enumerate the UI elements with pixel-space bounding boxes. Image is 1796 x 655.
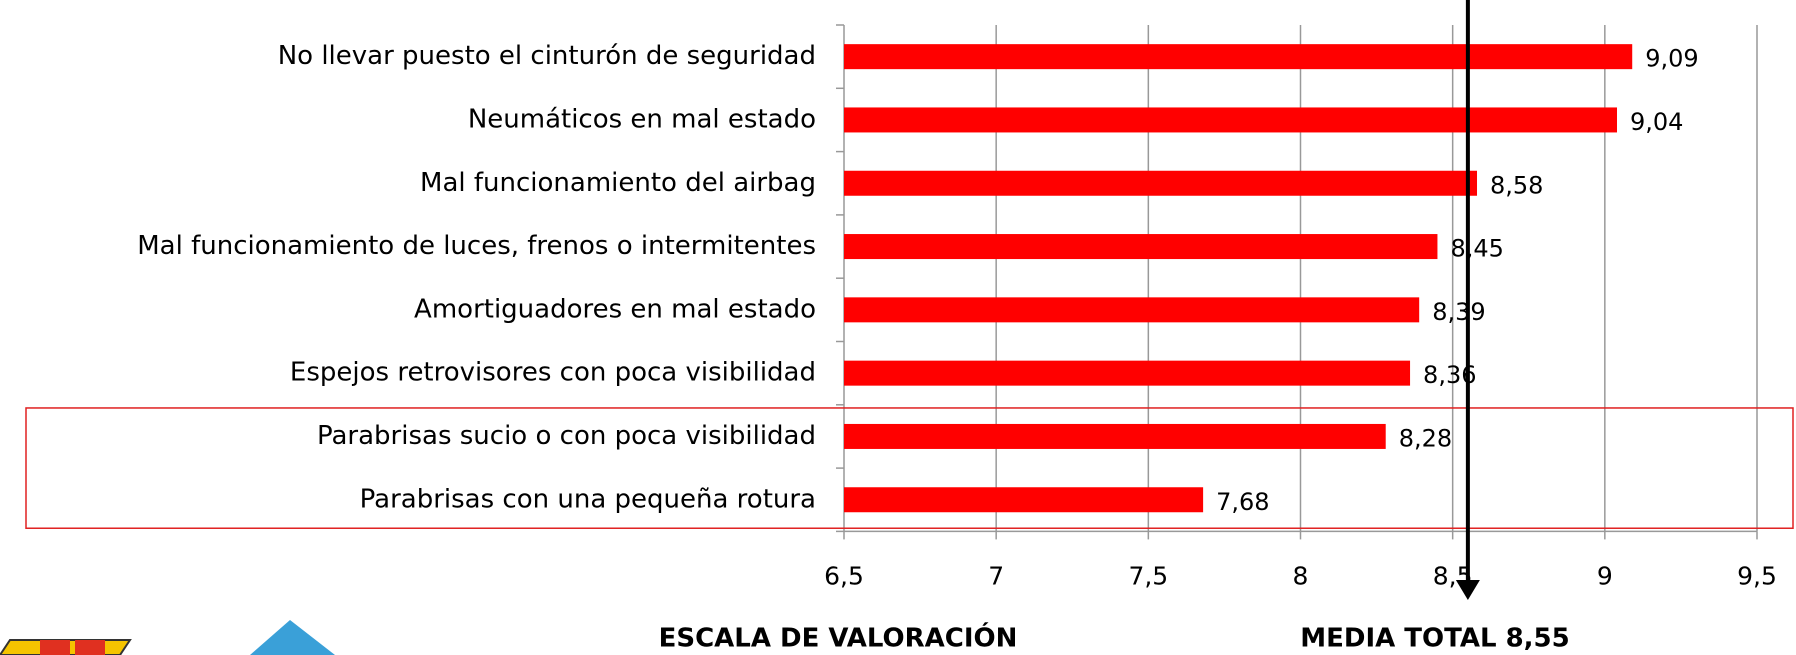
bar — [844, 423, 1386, 449]
logos — [0, 620, 335, 655]
value-label: 8,28 — [1399, 424, 1452, 452]
category-label: Mal funcionamiento del airbag — [420, 168, 816, 198]
reference-arrow — [1455, 580, 1480, 600]
x-axis-title: ESCALA DE VALORACIÓN — [659, 622, 1018, 654]
x-tick-label: 9,5 — [1737, 561, 1777, 590]
category-label: No llevar puesto el cinturón de segurida… — [278, 41, 816, 71]
category-label: Espejos retrovisores con poca visibilida… — [290, 358, 816, 388]
category-label: Amortiguadores en mal estado — [414, 294, 816, 324]
category-label: Mal funcionamiento de luces, frenos o in… — [137, 231, 816, 261]
value-label: 8,58 — [1490, 171, 1543, 199]
bar — [844, 44, 1633, 70]
value-label: 9,04 — [1630, 108, 1683, 136]
x-tick-label: 8 — [1293, 561, 1309, 590]
bar — [844, 234, 1438, 260]
logo — [75, 640, 105, 655]
bar — [844, 487, 1204, 513]
highlight-box — [25, 407, 1794, 529]
reference-label: MEDIA TOTAL 8,55 — [1300, 624, 1570, 654]
bar — [844, 360, 1411, 386]
bar — [844, 297, 1420, 323]
value-label: 7,68 — [1216, 488, 1269, 516]
x-tick-label: 9 — [1597, 561, 1613, 590]
x-tick-label: 6,5 — [824, 561, 864, 590]
value-label: 8,45 — [1450, 235, 1503, 263]
bar — [844, 170, 1478, 196]
value-label: 8,39 — [1432, 298, 1485, 326]
bar — [844, 107, 1618, 133]
x-tick-label: 7,5 — [1128, 561, 1168, 590]
category-label: Parabrisas sucio o con poca visibilidad — [317, 421, 816, 451]
logo — [40, 640, 70, 655]
category-label: Parabrisas con una pequeña rotura — [360, 484, 816, 514]
x-tick-label: 7 — [988, 561, 1004, 590]
logo — [250, 620, 335, 655]
value-label: 9,09 — [1645, 45, 1698, 73]
category-label: Neumáticos en mal estado — [468, 104, 816, 134]
